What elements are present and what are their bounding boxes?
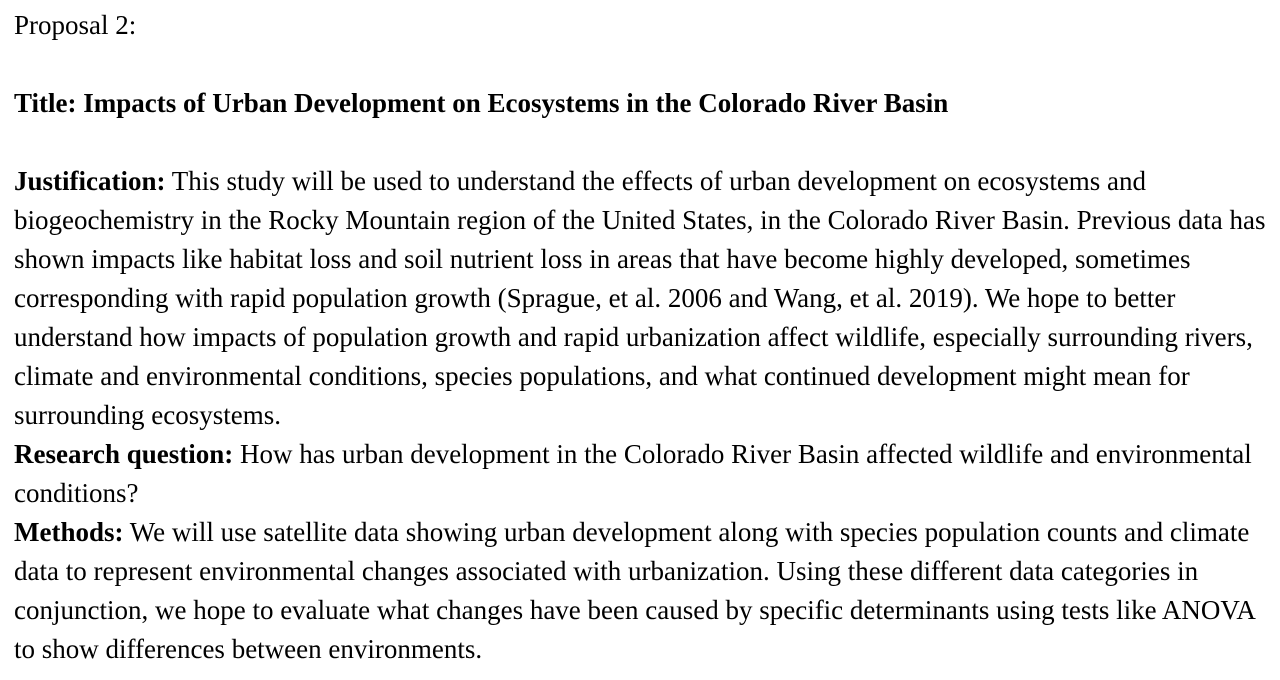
research-question-text: How has urban development in the Colorad… (14, 439, 1252, 508)
justification-paragraph: Justification: This study will be used t… (14, 162, 1266, 435)
justification-text: This study will be used to understand th… (14, 166, 1266, 430)
research-question-paragraph: Research question: How has urban develop… (14, 435, 1266, 513)
spacer (14, 45, 1266, 84)
proposal-title: Title: Impacts of Urban Development on E… (14, 88, 949, 118)
spacer (14, 123, 1266, 162)
proposal-heading: Proposal 2: (14, 10, 137, 40)
justification-label: Justification: (14, 166, 166, 196)
methods-label: Methods: (14, 517, 124, 547)
research-question-label: Research question: (14, 439, 234, 469)
methods-paragraph: Methods: We will use satellite data show… (14, 513, 1266, 669)
methods-text: We will use satellite data showing urban… (14, 517, 1255, 664)
